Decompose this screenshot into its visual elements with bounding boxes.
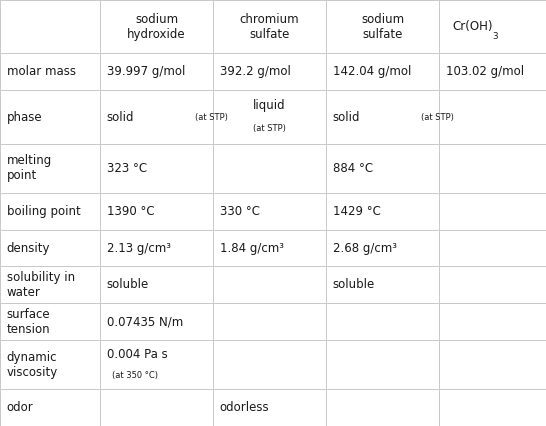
Text: solubility in
water: solubility in water xyxy=(7,271,75,299)
Text: soluble: soluble xyxy=(106,279,149,291)
Text: dynamic
viscosity: dynamic viscosity xyxy=(7,351,58,379)
Text: density: density xyxy=(7,242,50,254)
Text: odorless: odorless xyxy=(219,401,269,414)
Text: (at STP): (at STP) xyxy=(421,113,454,122)
Text: solid: solid xyxy=(106,111,134,124)
Text: odor: odor xyxy=(7,401,33,414)
Text: 1429 °C: 1429 °C xyxy=(333,204,381,218)
Text: 392.2 g/mol: 392.2 g/mol xyxy=(219,66,290,78)
Text: surface
tension: surface tension xyxy=(7,308,50,336)
Text: soluble: soluble xyxy=(333,279,375,291)
Text: phase: phase xyxy=(7,111,42,124)
Text: sodium
hydroxide: sodium hydroxide xyxy=(127,13,186,41)
Text: 0.07435 N/m: 0.07435 N/m xyxy=(106,315,183,328)
Text: (at STP): (at STP) xyxy=(195,113,228,122)
Text: liquid: liquid xyxy=(253,99,286,112)
Text: (at STP): (at STP) xyxy=(253,124,286,133)
Text: 142.04 g/mol: 142.04 g/mol xyxy=(333,66,411,78)
Text: boiling point: boiling point xyxy=(7,204,80,218)
Text: 0.004 Pa s: 0.004 Pa s xyxy=(106,348,167,360)
Text: 330 °C: 330 °C xyxy=(219,204,259,218)
Text: melting
point: melting point xyxy=(7,154,52,182)
Text: 2.13 g/cm³: 2.13 g/cm³ xyxy=(106,242,170,254)
Text: 1.84 g/cm³: 1.84 g/cm³ xyxy=(219,242,283,254)
Text: 103.02 g/mol: 103.02 g/mol xyxy=(446,66,524,78)
Text: 323 °C: 323 °C xyxy=(106,162,147,175)
Text: chromium
sulfate: chromium sulfate xyxy=(240,13,299,41)
Text: 1390 °C: 1390 °C xyxy=(106,204,154,218)
Text: sodium
sulfate: sodium sulfate xyxy=(361,13,404,41)
Text: (at 350 °C): (at 350 °C) xyxy=(112,371,158,380)
Text: molar mass: molar mass xyxy=(7,66,75,78)
Text: 3: 3 xyxy=(492,32,498,41)
Text: 884 °C: 884 °C xyxy=(333,162,373,175)
Text: Cr(OH): Cr(OH) xyxy=(452,20,492,33)
Text: solid: solid xyxy=(333,111,360,124)
Text: 39.997 g/mol: 39.997 g/mol xyxy=(106,66,185,78)
Text: 2.68 g/cm³: 2.68 g/cm³ xyxy=(333,242,396,254)
